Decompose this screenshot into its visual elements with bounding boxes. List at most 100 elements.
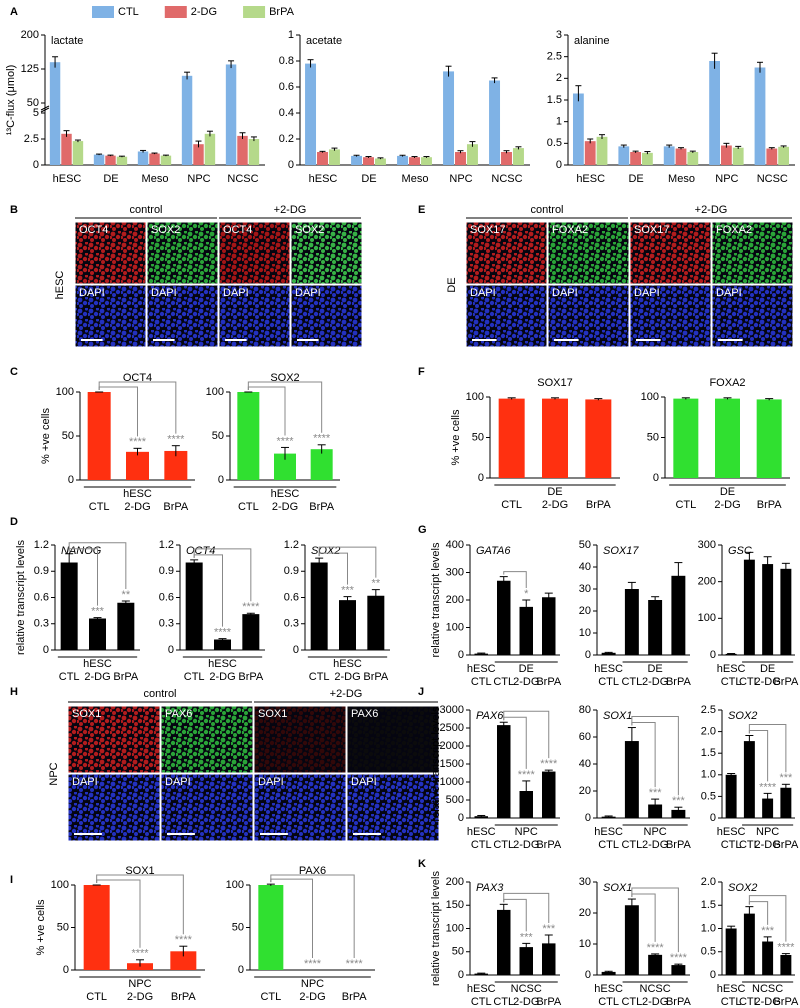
bar	[512, 148, 524, 165]
chart-title: SOX2	[311, 545, 340, 557]
bar	[687, 152, 699, 165]
y-tick-label: 0.6	[284, 591, 299, 603]
y-tick-label: 20	[579, 605, 591, 617]
x-tick-label: 2-DG	[642, 996, 668, 1008]
x-tick-label: BrPA	[309, 501, 335, 513]
y-tick-label: 1.2	[34, 539, 49, 551]
y-tick-label: 0	[63, 964, 69, 976]
x-tick-label: DE	[628, 173, 643, 185]
y-tick-label: 2	[556, 72, 562, 84]
x-tick-label: hESC	[576, 173, 605, 185]
panel-label: I	[10, 874, 13, 886]
image-tile	[629, 284, 712, 348]
x-tick-label: BrPA	[536, 676, 562, 688]
significance-label: ****	[304, 958, 322, 970]
x-tick-label: CTL	[721, 676, 742, 688]
significance-label: **	[122, 589, 131, 601]
bar	[363, 157, 374, 165]
y-tick-label: 0	[585, 969, 591, 981]
y-tick-label: 60	[579, 731, 591, 743]
significance-label: ***	[672, 795, 686, 807]
group-label: hESC	[208, 658, 237, 670]
bar	[60, 562, 78, 650]
y-tick-label: 0	[168, 644, 174, 656]
side-label: DE	[446, 277, 458, 292]
bar	[466, 144, 478, 165]
y-tick-label: 1.5	[701, 899, 716, 911]
y-tick-label: 50	[27, 97, 39, 109]
group-label: hESC	[123, 488, 152, 500]
y-tick-label: 1000	[440, 776, 464, 788]
chart-title: OCT4	[123, 372, 152, 384]
tile-label: DAPI	[79, 287, 105, 299]
x-tick-label: 2-DG	[513, 676, 539, 688]
bar	[542, 597, 556, 655]
condition-label: control	[129, 204, 162, 216]
tile-label: DAPI	[151, 287, 177, 299]
image-tile	[290, 284, 363, 348]
y-tick-label: 80	[579, 704, 591, 716]
y-tick-label: 40	[579, 758, 591, 770]
bar	[671, 965, 686, 975]
x-tick-label: 2-DG	[754, 676, 780, 688]
tile-label: DAPI	[165, 776, 191, 788]
bar	[766, 148, 778, 165]
bar	[596, 136, 608, 165]
legend-label: BrPA	[269, 6, 295, 18]
bar	[93, 154, 105, 165]
significance-label: ****	[670, 952, 688, 964]
y-tick-label: 0.8	[279, 55, 294, 67]
bar	[648, 804, 663, 818]
x-tick-label: BrPA	[171, 991, 197, 1003]
y-tick-label: 0	[585, 812, 591, 824]
group-label: DE	[547, 486, 562, 498]
significance-label: ****	[759, 781, 777, 793]
x-tick-label: CTL	[739, 996, 760, 1008]
tile-label: SOX1	[72, 708, 101, 720]
image-tile	[711, 284, 794, 348]
bar	[117, 602, 135, 650]
bar	[756, 399, 782, 478]
bar	[193, 144, 204, 165]
bar	[420, 157, 432, 165]
x-tick-label: NCSC	[757, 173, 788, 185]
y-axis-label: % +ve cells	[450, 409, 462, 465]
image-tile	[74, 221, 147, 285]
bar	[474, 973, 488, 975]
condition-label: +2-DG	[274, 204, 307, 216]
significance-bracket	[270, 874, 355, 958]
image-tile	[160, 705, 254, 774]
x-tick-label: BrPA	[113, 671, 139, 683]
tile-label: DAPI	[716, 287, 742, 299]
panel-label: K	[418, 858, 426, 870]
significance-label: ****	[167, 434, 185, 446]
y-tick-label: 5	[33, 107, 39, 119]
chart-title: SOX2	[728, 882, 757, 894]
image-tile	[290, 221, 363, 285]
panel-label: J	[418, 686, 424, 698]
image-tile	[67, 773, 161, 842]
y-tick-label: 1.2	[284, 539, 299, 551]
bar	[489, 80, 501, 165]
y-tick-label: 200	[21, 29, 39, 41]
image-tile	[253, 705, 347, 774]
tile-label: SOX2	[295, 224, 324, 236]
group-label: DE	[647, 663, 662, 675]
x-tick-label: NPC	[187, 173, 210, 185]
y-tick-label: 125	[21, 63, 39, 75]
y-tick-label: 3	[556, 29, 562, 41]
bar	[671, 809, 686, 818]
group-label: NPC	[756, 826, 779, 838]
bar	[185, 562, 203, 650]
y-tick-label: 0.9	[159, 565, 174, 577]
bar	[497, 725, 511, 818]
y-tick-label: 0.5	[701, 946, 716, 958]
x-tick-label: Meso	[668, 173, 695, 185]
group-label: DE	[760, 663, 775, 675]
image-tile	[218, 284, 291, 348]
bar	[72, 141, 84, 165]
x-tick-label: CTL	[501, 499, 522, 511]
significance-bracket	[68, 542, 127, 589]
x-tick-label: BrPA	[773, 996, 799, 1008]
y-tick-label: 0	[458, 812, 464, 824]
